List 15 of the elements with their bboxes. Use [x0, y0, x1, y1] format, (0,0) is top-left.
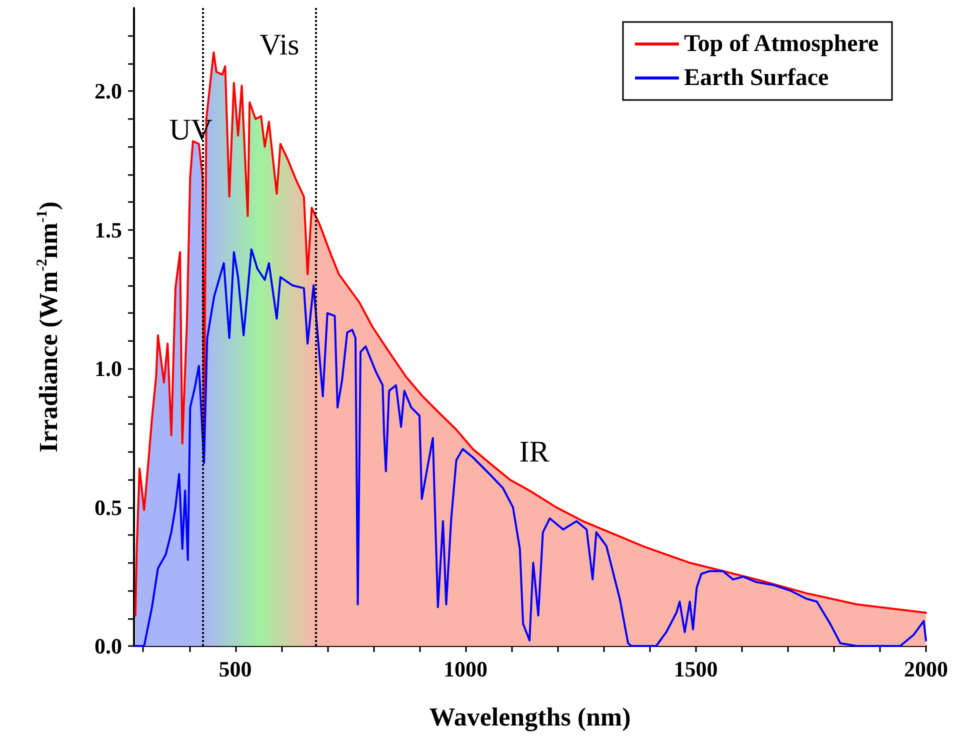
x-axis-title: Wavelengths (nm) [429, 702, 631, 732]
y-tick-label: 1.5 [94, 217, 122, 242]
y-tick-label: 2.0 [94, 78, 122, 104]
y-axis-title: Irradiance (Wm-2nm-1) [34, 201, 63, 453]
y-tick-label: 0.5 [94, 494, 122, 520]
x-tick-label: 1500 [674, 656, 718, 682]
legend-label: Earth Surface [684, 65, 829, 91]
series-label: IR [519, 435, 550, 468]
series-label: Vis [259, 28, 300, 62]
x-tick-label: 2000 [904, 656, 948, 682]
x-tick-label: 1000 [444, 656, 488, 682]
y-tick-label: 1.0 [94, 356, 122, 382]
y-tick-label: 0.0 [94, 634, 122, 658]
legend-label: Top of Atmosphere [684, 31, 880, 57]
x-tick-label: 500 [218, 656, 252, 682]
